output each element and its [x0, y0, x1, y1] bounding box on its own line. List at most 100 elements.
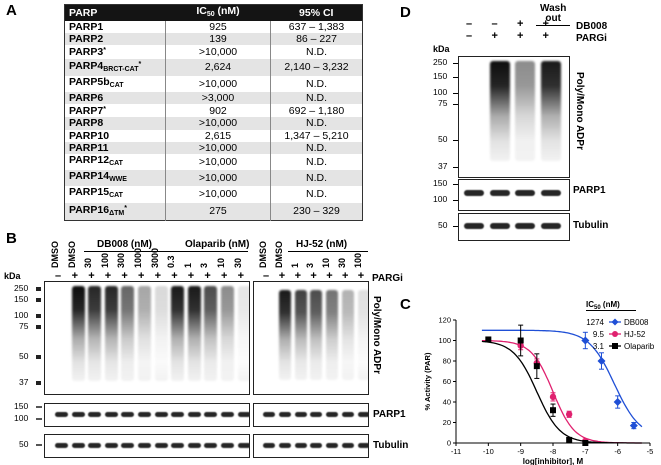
marker-tick: [453, 200, 458, 201]
smear-band: [278, 290, 291, 380]
table-header: PARP IC50 (nM) 95% CI: [64, 4, 363, 21]
protein-band: [71, 443, 85, 448]
label-tubulin-b: Tubulin: [373, 440, 409, 451]
x-tick-label: -10: [483, 447, 494, 456]
marker-label: 75: [19, 321, 29, 331]
protein-band: [294, 412, 307, 417]
pargi-sign: +: [204, 270, 211, 282]
marker-tick: [453, 140, 458, 141]
protein-band: [540, 223, 561, 229]
lane-label: 300: [116, 252, 127, 268]
lane-label: 0.3: [166, 255, 177, 268]
y-tick-label: 80: [443, 357, 451, 366]
marker-label: 37: [438, 161, 448, 171]
pargi-sign: +: [154, 270, 162, 282]
cell-ic50: 902: [165, 104, 271, 118]
pargi-label-d: PARGi: [576, 33, 607, 44]
lane-label: 100: [352, 252, 363, 268]
pargi-sign: +: [187, 270, 195, 282]
protein-band: [294, 443, 307, 448]
cell-ci: 86 – 227: [270, 33, 363, 46]
lane-label: 30: [337, 257, 347, 268]
legend-entry: 3.1 Olaparib: [593, 342, 655, 351]
protein-band: [187, 412, 201, 417]
series-db008: [481, 329, 643, 430]
x-axis-label: log[inhibitor], M: [523, 457, 584, 465]
pargi-sign: –: [55, 270, 62, 282]
protein-band: [221, 412, 234, 417]
data-point: [566, 436, 573, 443]
protein-band: [342, 412, 354, 417]
y-tick-label: 0: [447, 439, 451, 448]
lane-label: 30: [83, 257, 94, 268]
marker-dot: [36, 418, 42, 420]
blot-b-tubulin-right: [253, 434, 369, 458]
y-tick-label: 20: [443, 418, 451, 427]
table-row: PARP3* >10,000 N.D.: [64, 45, 363, 59]
cell-ic50: 2,624: [165, 58, 271, 76]
table-row: PARP1 925 637 – 1,383: [64, 21, 363, 34]
cell-ic50: >10,000: [165, 45, 271, 59]
header-ic50: IC50 (nM): [165, 4, 271, 21]
protein-band: [171, 443, 185, 448]
blot-b-parp1-right: [253, 403, 369, 427]
kda-label-d: kDa: [433, 44, 450, 54]
protein-band: [237, 443, 249, 448]
protein-band: [171, 412, 185, 417]
smear-band: [138, 286, 151, 381]
pargi-sign: +: [278, 270, 286, 282]
data-point: [613, 398, 622, 406]
label-parp1-d: PARP1: [573, 185, 606, 196]
smear-band: [342, 290, 354, 380]
marker-dot: [36, 406, 42, 408]
protein-band: [263, 443, 275, 448]
pargi-sign: +: [294, 270, 302, 282]
protein-band: [154, 443, 168, 448]
pargi-sign: +: [171, 270, 178, 282]
cell-ci: N.D.: [306, 45, 327, 58]
protein-band: [104, 443, 118, 448]
legend-entry: 9.5 HJ-52: [593, 330, 646, 339]
cell-ci: N.D.: [270, 92, 363, 105]
series-olaparib: [481, 324, 642, 446]
smear-band: [326, 290, 339, 380]
cell-parp: PARP5bCAT: [64, 75, 166, 93]
protein-band: [326, 412, 339, 417]
blot-d-adpr: [458, 56, 570, 178]
table-row: PARP15CAT >10,000 N.D.: [64, 186, 363, 203]
table-row: PARP11 >10,000 N.D.: [64, 141, 363, 155]
protein-band: [310, 443, 323, 448]
label-adpr-d: Poly/Mono ADPr: [574, 72, 585, 150]
pargi-sign: +: [104, 270, 112, 282]
pargi-label-b: PARGi: [372, 273, 403, 284]
x-tick-label: -8: [550, 447, 557, 456]
marker-tick: [453, 184, 458, 185]
legend-name: DB008: [624, 318, 649, 327]
label-tubulin-d: Tubulin: [573, 220, 609, 231]
marker-label: 50: [19, 351, 29, 361]
lane-label: 1: [182, 262, 193, 268]
marker-label: 37: [19, 377, 29, 387]
protein-band: [187, 443, 201, 448]
cell-ic50: >10,000: [165, 154, 271, 171]
protein-band: [310, 412, 323, 417]
blot-b-adpr-right: [253, 281, 369, 395]
lane-label: 10: [321, 257, 332, 268]
label-adpr-b: Poly/Mono ADPr: [371, 296, 382, 374]
label-parp1-b: PARP1: [373, 409, 406, 420]
lane-label: DMSO: [258, 241, 268, 268]
header-parp: PARP: [64, 4, 166, 21]
marker-label: 100: [433, 194, 448, 204]
cell-ic50: 2,615: [165, 129, 271, 142]
x-tick-label: -9: [517, 447, 524, 456]
cell-ic50: 925: [165, 21, 271, 34]
group-label-olaparib: Olaparib (nM): [185, 239, 250, 250]
protein-band: [121, 412, 135, 417]
legend-marker: [612, 343, 618, 349]
lane-label: DMSO: [66, 241, 77, 268]
pargi-sign: +: [121, 270, 128, 282]
pargi-sign: +: [71, 270, 79, 282]
blot-d-parp1: [458, 179, 570, 211]
cell-parp: PARP2: [64, 33, 166, 46]
protein-band: [342, 443, 354, 448]
